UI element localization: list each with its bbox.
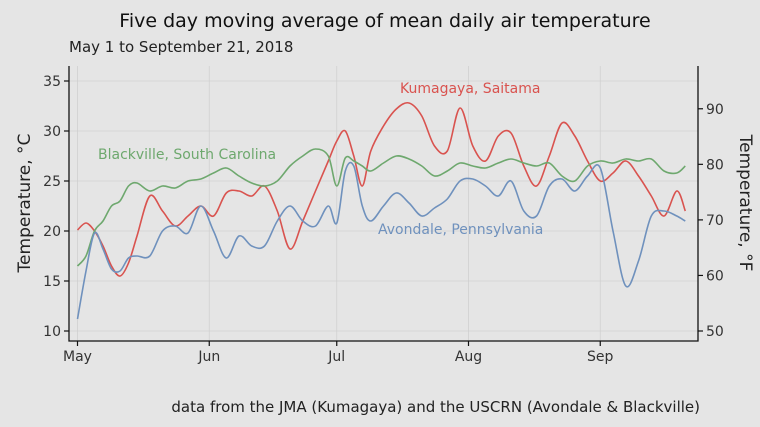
y-tick-label-left: 35 — [43, 74, 61, 90]
series-line-kumagaya — [76, 101, 687, 277]
grid — [69, 66, 698, 341]
plot-axes — [68, 66, 699, 342]
y-tick-label-right: 80 — [706, 157, 724, 173]
y-tick-label-left: 20 — [43, 224, 61, 240]
y-tick-label-left: 25 — [43, 174, 61, 190]
chart-subtitle: May 1 to September 21, 2018 — [69, 38, 293, 56]
y-tick-label-left: 10 — [43, 324, 61, 340]
y-tick-label-left: 15 — [43, 274, 61, 290]
y-tick-label-right: 90 — [706, 102, 724, 118]
y-tick-label-right: 60 — [706, 268, 724, 284]
x-tick-label: Jul — [327, 349, 345, 365]
chart-caption: data from the JMA (Kumagaya) and the USC… — [171, 398, 700, 416]
series-line-avondale — [76, 161, 686, 320]
y-tick-label-right: 50 — [706, 324, 724, 340]
series-label-blackville: Blackville, South Carolina — [98, 147, 276, 163]
y-axis-title-left: Temperature, °C — [15, 134, 35, 274]
x-tick-label: May — [63, 349, 92, 365]
x-tick-label: Jun — [197, 349, 220, 365]
y-tick-label-left: 30 — [43, 124, 61, 140]
series-label-avondale: Avondale, Pennsylvania — [378, 222, 543, 238]
series-labels: Kumagaya, Saitama Blackville, South Carol… — [98, 81, 543, 238]
series-lines — [76, 101, 687, 320]
series-line-blackville — [76, 148, 686, 267]
y-axis-title-right: Temperature, °F — [735, 134, 755, 272]
series-label-kumagaya: Kumagaya, Saitama — [400, 81, 540, 97]
chart-title: Five day moving average of mean daily ai… — [119, 10, 650, 32]
axis-ticks: 10 15 20 25 30 35 50 60 70 80 90 May Jun Jul Aug Sep — [43, 74, 724, 365]
y-tick-label-right: 70 — [706, 213, 724, 229]
x-tick-label: Aug — [455, 349, 482, 365]
x-tick-label: Sep — [587, 349, 614, 365]
